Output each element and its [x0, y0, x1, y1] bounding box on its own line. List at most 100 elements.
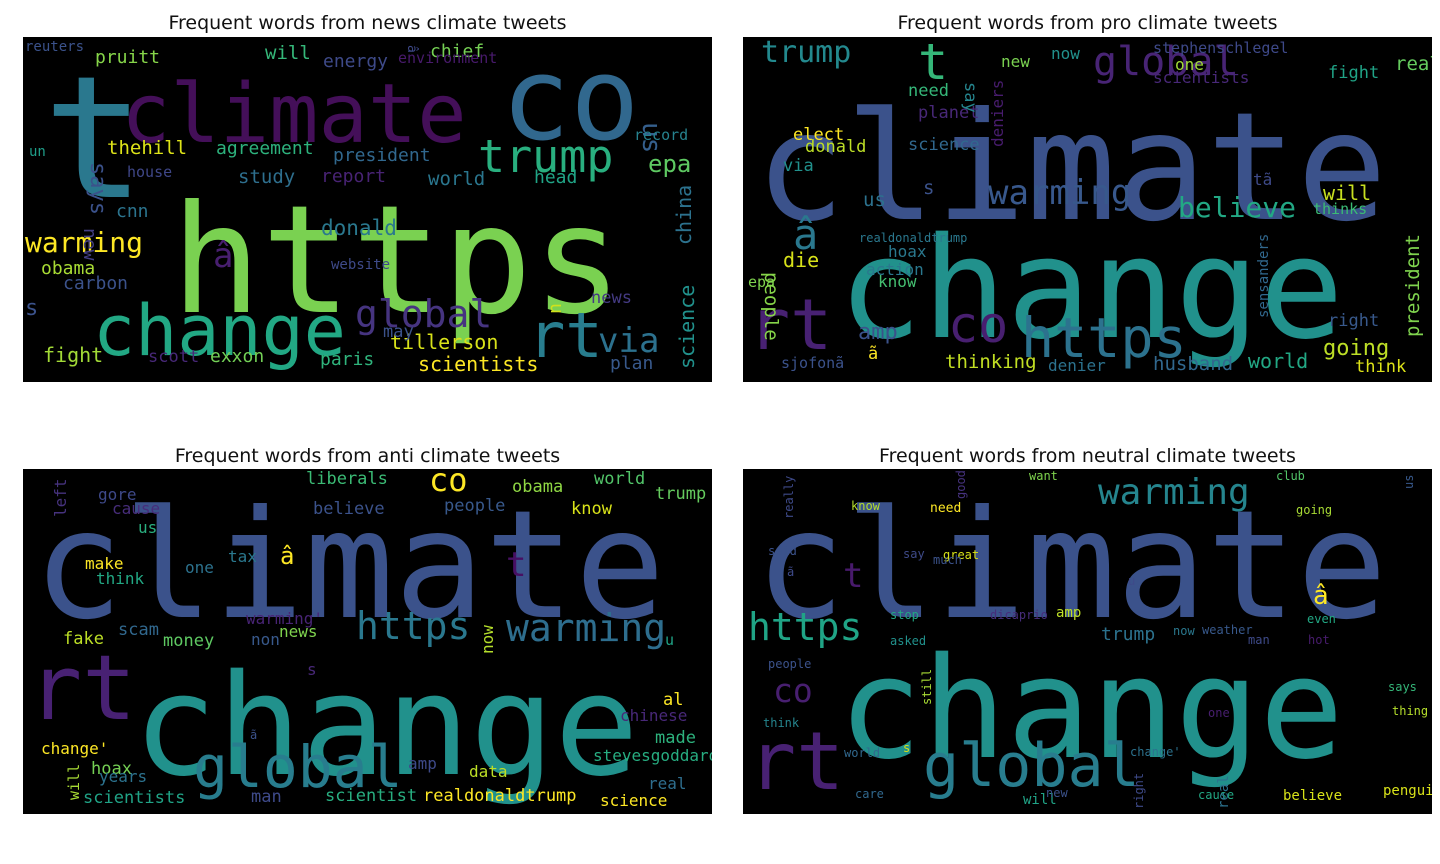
cloud-word: say [903, 547, 925, 561]
cloud-word: penguin [1383, 783, 1432, 799]
cloud-word: â [793, 210, 818, 259]
cloud-word: still [920, 669, 934, 705]
cloud-word: money [163, 631, 214, 651]
cloud-word: https [748, 605, 862, 649]
cloud-word: ã [787, 565, 794, 579]
cloud-word: may [383, 322, 414, 342]
cloud-word: change [133, 645, 639, 808]
cloud-word: chief [430, 41, 484, 62]
cloud-word: need [908, 81, 949, 101]
cloud-word: asked [890, 634, 926, 648]
cloud-word: scientist [325, 786, 417, 806]
cloud-word: trump [761, 37, 851, 70]
cloud-word: fight [43, 343, 103, 367]
cloud-word: science [675, 285, 699, 369]
cloud-word: people [444, 496, 505, 516]
cloud-word: agreement [216, 138, 314, 159]
cloud-word: trump [478, 130, 613, 183]
cloud-word: https [1021, 306, 1187, 370]
cloud-word: via [783, 156, 814, 176]
cloud-word: will [1023, 792, 1057, 808]
cloud-word: rt [748, 715, 844, 808]
cloud-word: hoax [91, 759, 132, 779]
cloud-word: â [1313, 581, 1329, 611]
cloud-word: man [1248, 633, 1270, 647]
cloud-word: scientists [83, 788, 185, 808]
cloud-word: t [843, 556, 863, 596]
cloud-word: weather [1202, 623, 1253, 637]
cloud-word: report [321, 166, 386, 187]
cloud-word: t [43, 40, 145, 238]
cloud-word: carbon [63, 273, 128, 294]
cloud-word: record [634, 126, 688, 144]
cloud-word: will [65, 764, 83, 800]
cloud-word: plan [610, 353, 653, 374]
cloud-word: action [866, 260, 924, 279]
cloud-word: environment [398, 49, 497, 67]
word-cloud-anti: climate change rt global https warming co t â lib… [23, 469, 712, 814]
cloud-word: t [918, 37, 948, 91]
cloud-word: change [93, 290, 346, 372]
cloud-word: chinese [620, 706, 687, 725]
cloud-word: science [908, 135, 980, 155]
cloud-word: people [760, 272, 782, 341]
cloud-word: u [546, 303, 567, 314]
cloud-word: warming' [246, 609, 323, 628]
cloud-word: warming [506, 606, 666, 650]
cloud-word: liberals [306, 469, 388, 489]
cloud-word: now [1173, 624, 1195, 638]
cloud-word: much [933, 553, 962, 567]
cloud-word: data [469, 762, 508, 781]
cloud-word: house [127, 163, 172, 181]
cloud-word: scientists [418, 352, 538, 376]
cloud-word: ã [868, 344, 878, 364]
cloud-word: people [768, 657, 811, 671]
cloud-word: want [1029, 469, 1058, 483]
cloud-word: going [1323, 336, 1389, 361]
cloud-word: now [1051, 44, 1080, 63]
cloud-word: need [930, 501, 961, 516]
cloud-word: tã [1253, 170, 1272, 189]
cloud-word: hoax [888, 242, 927, 261]
cloud-word: epa [748, 273, 775, 291]
cloud-word: think [96, 569, 145, 588]
cloud-word: global [193, 733, 403, 801]
cloud-word: world [428, 168, 485, 190]
cloud-word: realdonaldtrump [859, 231, 967, 245]
cloud-word: real [648, 774, 687, 793]
cloud-word: man [251, 787, 282, 807]
cloud-word: new [1001, 52, 1030, 71]
cloud-word: stevesgoddard [593, 746, 712, 765]
cloud-word: obama [512, 477, 563, 497]
cloud-word: believe [1178, 191, 1296, 224]
cloud-word: t [506, 545, 526, 585]
cloud-word: epa [648, 150, 691, 178]
cloud-word: global [1093, 39, 1238, 85]
cloud-word: s [25, 296, 38, 321]
cloud-word: rt [528, 299, 603, 372]
cloud-word: scientists [1153, 68, 1249, 87]
cloud-word: denier [1048, 356, 1106, 375]
cloud-word: co [501, 37, 639, 167]
cloud-word: scott [148, 347, 199, 367]
cloud-word: club [1276, 469, 1305, 483]
cloud-word: know [851, 499, 881, 513]
cloud-word: s [903, 741, 910, 755]
cloud-word: news [279, 622, 318, 641]
cloud-word: reuters [25, 39, 84, 55]
cloud-word: know [878, 272, 917, 291]
cloud-word: know [571, 499, 613, 519]
panel-title-news: Frequent words from news climate tweets [168, 12, 567, 34]
cloud-word: energy [323, 51, 388, 72]
cloud-word: co [948, 296, 1008, 354]
cloud-word: donald [805, 137, 866, 157]
cloud-word: â [404, 45, 419, 53]
cloud-word: change [838, 208, 1344, 371]
cloud-word: rt [28, 636, 136, 741]
cloud-word: thinks [1313, 200, 1367, 218]
word-cloud-news: https co climate t change trump rt global warmin… [23, 37, 712, 382]
cloud-word: president [333, 145, 431, 166]
panel-title-pro: Frequent words from pro climate tweets [897, 12, 1278, 34]
cloud-word: fight [1328, 63, 1379, 83]
cloud-word: exxon [210, 346, 264, 367]
